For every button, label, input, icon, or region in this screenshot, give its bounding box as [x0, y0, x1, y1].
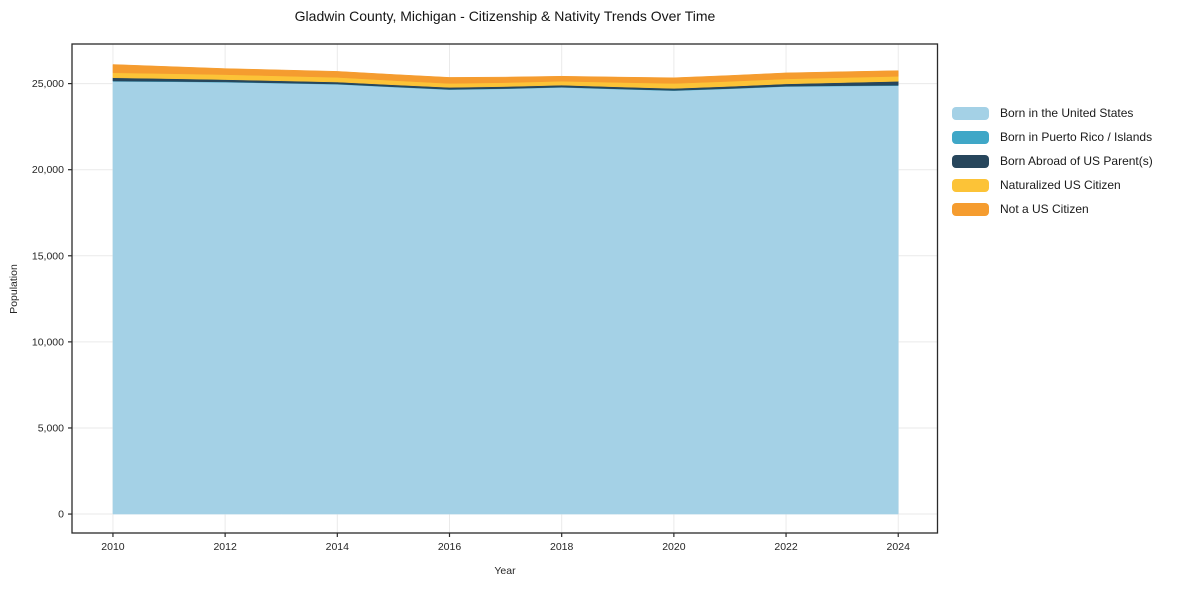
y-tick-label: 20,000: [32, 164, 64, 176]
x-tick-label: 2020: [662, 541, 686, 553]
legend-item-born-in-the-united-states: Born in the United States: [952, 106, 1153, 120]
legend-label: Born in the United States: [1000, 106, 1134, 120]
x-tick-label: 2012: [213, 541, 237, 553]
x-tick-label: 2018: [550, 541, 574, 553]
legend-label: Naturalized US Citizen: [1000, 178, 1121, 192]
legend-item-born-abroad-of-us-parent-s: Born Abroad of US Parent(s): [952, 154, 1153, 168]
legend-swatch-icon: [952, 106, 989, 120]
y-tick-label: 10,000: [32, 336, 64, 348]
legend-swatch-icon: [952, 130, 989, 144]
y-tick-label: 15,000: [32, 250, 64, 262]
legend-swatch-icon: [952, 178, 989, 192]
x-axis-label: Year: [494, 565, 516, 577]
plot-border: [71, 43, 939, 534]
legend-swatch-icon: [952, 202, 989, 216]
y-tick-label: 5,000: [38, 422, 64, 434]
y-tick-label: 25,000: [32, 78, 64, 90]
x-tick-label: 2022: [774, 541, 798, 553]
legend: Born in the United States Born in Puerto …: [952, 106, 1153, 216]
x-tick-label: 2014: [326, 541, 350, 553]
legend-label: Born Abroad of US Parent(s): [1000, 154, 1153, 168]
legend-label: Not a US Citizen: [1000, 202, 1089, 216]
y-tick-label: 0: [58, 509, 64, 521]
x-tick-label: 2010: [101, 541, 125, 553]
area-born-in-the-united-states: [112, 81, 899, 515]
legend-swatch-icon: [952, 154, 989, 168]
area-not-a-us-citizen: [112, 64, 899, 84]
legend-item-not-a-us-citizen: Not a US Citizen: [952, 202, 1153, 216]
x-tick-label: 2024: [887, 541, 911, 553]
legend-item-born-in-puerto-rico-islands: Born in Puerto Rico / Islands: [952, 130, 1153, 144]
legend-label: Born in Puerto Rico / Islands: [1000, 130, 1153, 144]
y-axis-label: Population: [8, 264, 20, 314]
legend-item-naturalized-us-citizen: Naturalized US Citizen: [952, 178, 1153, 192]
chart-title: Gladwin County, Michigan - Citizenship &…: [294, 8, 716, 24]
x-tick-label: 2016: [438, 541, 462, 553]
